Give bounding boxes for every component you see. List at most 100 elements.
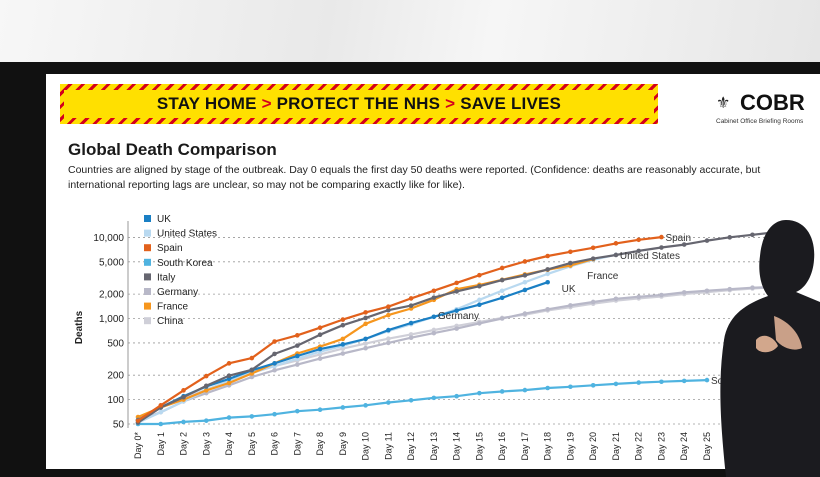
x-tick-label: Day 9 bbox=[338, 432, 348, 456]
data-point-south-korea bbox=[340, 405, 346, 410]
x-tick-label: Day 0* bbox=[133, 432, 143, 460]
data-point-germany bbox=[454, 326, 459, 331]
data-point-italy bbox=[181, 394, 186, 400]
data-point-italy bbox=[636, 248, 641, 254]
data-point-south-korea bbox=[317, 407, 323, 413]
data-point-italy bbox=[431, 295, 437, 300]
data-point-spain bbox=[340, 317, 346, 322]
data-point-italy bbox=[681, 242, 687, 247]
data-point-south-korea bbox=[272, 411, 277, 417]
data-point-italy bbox=[317, 332, 323, 338]
data-point-spain bbox=[613, 241, 619, 246]
legend-label: UK bbox=[157, 214, 171, 225]
x-tick-label: Day 3 bbox=[201, 432, 211, 456]
data-point-south-korea bbox=[181, 419, 186, 425]
data-point-uk bbox=[431, 314, 437, 320]
data-point-italy bbox=[590, 256, 596, 261]
legend-label: China bbox=[157, 316, 184, 327]
data-point-south-korea bbox=[568, 384, 573, 390]
data-point-spain bbox=[454, 280, 459, 286]
y-tick-label: 200 bbox=[107, 371, 124, 382]
data-point-south-korea bbox=[636, 380, 641, 385]
data-point-spain bbox=[249, 355, 255, 361]
legend-swatch bbox=[144, 302, 151, 310]
data-point-germany bbox=[727, 286, 733, 292]
data-point-uk bbox=[454, 308, 459, 313]
data-point-germany bbox=[249, 374, 255, 380]
data-point-south-korea bbox=[158, 421, 164, 427]
logo-word: COBR bbox=[740, 90, 805, 115]
data-point-uk bbox=[477, 302, 482, 307]
data-point-france bbox=[226, 380, 232, 386]
data-point-south-korea bbox=[295, 408, 300, 414]
y-tick-label: 50 bbox=[113, 420, 125, 431]
chart-subtitle: Countries are aligned by stage of the ou… bbox=[68, 164, 761, 191]
x-tick-label: Day 2 bbox=[179, 432, 189, 456]
data-point-france bbox=[249, 371, 255, 376]
x-tick-label: Day 17 bbox=[520, 432, 530, 461]
data-point-italy bbox=[203, 383, 209, 389]
data-point-spain bbox=[226, 361, 232, 366]
x-tick-label: Day 1 bbox=[156, 432, 166, 456]
data-point-germany bbox=[636, 294, 641, 300]
data-point-germany bbox=[317, 356, 323, 361]
data-point-south-korea bbox=[545, 385, 550, 391]
data-point-south-korea bbox=[203, 418, 209, 423]
x-tick-label: Day 25 bbox=[702, 432, 712, 461]
presentation-slide: STAY HOME > PROTECT THE NHS > SAVE LIVES… bbox=[46, 74, 820, 469]
data-point-germany bbox=[431, 330, 437, 336]
data-point-south-korea bbox=[408, 398, 414, 403]
data-point-south-korea bbox=[522, 387, 528, 393]
data-point-spain bbox=[545, 253, 550, 259]
background-wall bbox=[0, 0, 820, 62]
legend-swatch bbox=[144, 258, 151, 266]
x-tick-label: Day 12 bbox=[406, 432, 416, 461]
data-point-spain bbox=[431, 288, 437, 294]
data-point-germany bbox=[590, 299, 596, 305]
data-point-united-states bbox=[545, 271, 550, 277]
y-tick-label: 2,000 bbox=[99, 290, 124, 301]
legend-swatch bbox=[144, 229, 151, 237]
data-point-china bbox=[431, 327, 437, 333]
x-tick-label: Day 7 bbox=[292, 432, 302, 456]
data-point-spain bbox=[203, 373, 209, 379]
series-end-label: Germany bbox=[438, 311, 479, 322]
data-point-italy bbox=[704, 238, 710, 243]
data-point-uk bbox=[295, 353, 300, 359]
data-point-germany bbox=[681, 290, 687, 295]
data-point-south-korea bbox=[454, 393, 459, 399]
x-tick-label: Day 24 bbox=[679, 432, 689, 461]
data-point-germany bbox=[750, 285, 755, 290]
data-point-south-korea bbox=[659, 379, 664, 385]
data-point-italy bbox=[408, 303, 414, 308]
data-point-spain bbox=[181, 388, 186, 393]
data-point-south-korea bbox=[477, 390, 482, 396]
legend-label: South Korea bbox=[157, 258, 213, 269]
data-point-uk bbox=[340, 342, 346, 347]
data-point-south-korea bbox=[249, 414, 255, 419]
royal-crest-icon: ⚜ bbox=[716, 95, 731, 112]
data-point-uk bbox=[272, 361, 277, 366]
data-point-germany bbox=[272, 367, 277, 373]
data-point-italy bbox=[613, 252, 619, 258]
data-point-uk bbox=[545, 279, 550, 285]
data-point-united-states bbox=[158, 409, 164, 415]
legend-swatch bbox=[144, 273, 151, 281]
y-tick-label: 500 bbox=[107, 338, 124, 349]
data-point-south-korea bbox=[681, 378, 687, 384]
data-point-south-korea bbox=[613, 381, 619, 387]
x-tick-label: Day 16 bbox=[497, 432, 507, 461]
data-point-italy bbox=[659, 245, 664, 250]
data-point-spain bbox=[659, 234, 664, 240]
data-point-italy bbox=[477, 283, 482, 289]
data-point-germany bbox=[363, 345, 368, 351]
cobr-logo: ⚜ COBR Cabinet Office Briefing Rooms bbox=[714, 88, 820, 128]
data-point-germany bbox=[659, 292, 664, 298]
data-point-germany bbox=[499, 316, 505, 321]
data-point-spain bbox=[386, 304, 391, 309]
x-tick-label: Day 5 bbox=[247, 432, 257, 456]
data-point-germany bbox=[477, 321, 482, 326]
data-point-spain bbox=[636, 237, 641, 243]
x-tick-label: Day 20 bbox=[588, 432, 598, 461]
death-comparison-chart: 50 100 200 500 1,000 2,000 5,000 10,000 Deaths Da… bbox=[74, 214, 803, 461]
